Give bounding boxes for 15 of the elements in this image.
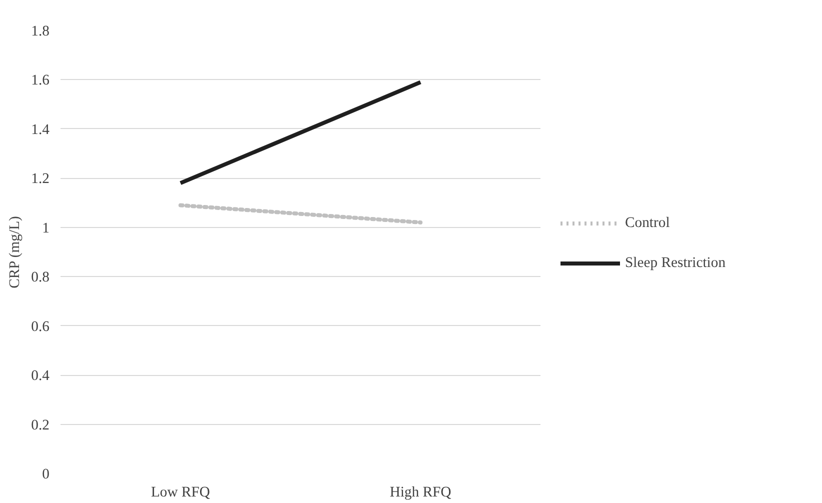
legend-label: Control bbox=[625, 214, 670, 232]
y-tick-label: 0.6 bbox=[31, 318, 50, 335]
y-axis-title: CRP (mg/L) bbox=[7, 216, 24, 288]
x-tick-label: High RFQ bbox=[390, 484, 452, 500]
y-tick-label: 1.6 bbox=[31, 72, 50, 89]
y-tick-label: 0.2 bbox=[31, 417, 50, 434]
y-tick-label: 1.4 bbox=[31, 122, 50, 138]
y-tick-label: 1.2 bbox=[31, 171, 50, 188]
y-tick-label: 1 bbox=[42, 220, 50, 236]
y-tick-label: 0.4 bbox=[31, 368, 50, 384]
y-tick-label: 0 bbox=[42, 466, 50, 482]
x-tick-label: Low RFQ bbox=[150, 484, 210, 500]
legend-label: Sleep Restriction bbox=[625, 254, 726, 272]
y-tick-label: 1.8 bbox=[31, 24, 50, 40]
y-tick-label: 0.8 bbox=[31, 270, 50, 286]
